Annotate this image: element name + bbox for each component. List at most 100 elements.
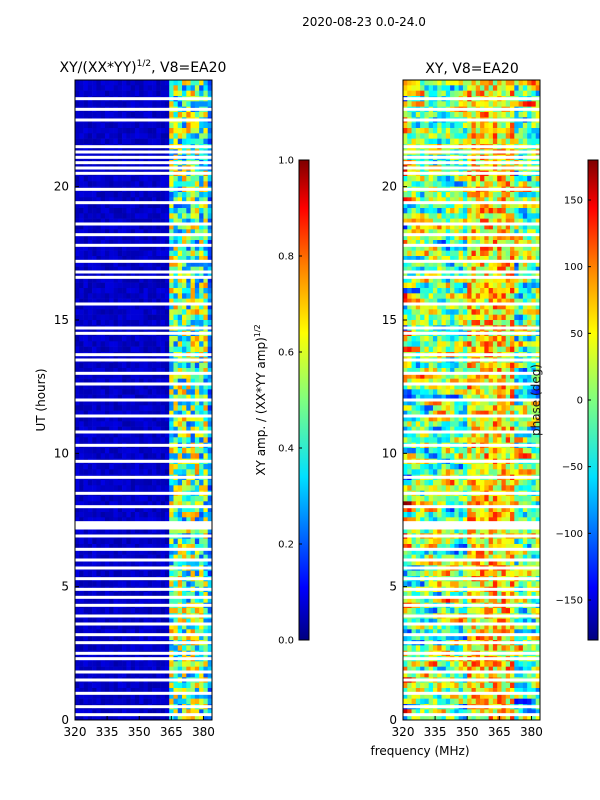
amp-heatmap-cell (164, 368, 170, 374)
phase-heatmap-cell (411, 250, 417, 257)
phase-heatmap-cell (403, 229, 408, 235)
amp-heatmap-cell (194, 544, 200, 550)
amp-heatmap-cell (143, 485, 149, 491)
amp-heatmap-cell (130, 672, 136, 678)
amp-heatmap-cell (177, 426, 183, 433)
amp-heatmap-cell (177, 538, 183, 545)
amp-heatmap-cell (109, 394, 114, 401)
phase-heatmap-cell (454, 101, 459, 107)
amp-heatmap-cell (207, 272, 213, 278)
amp-heatmap-cell (169, 618, 174, 625)
amp-heatmap-cell (160, 346, 166, 353)
amp-heatmap-cell (100, 506, 106, 513)
amp-heatmap-cell (169, 181, 174, 187)
phase-heatmap-cell (497, 138, 502, 145)
amp-heatmap-cell (164, 538, 170, 545)
amp-heatmap-cell (182, 512, 187, 518)
amp-heatmap-cell (156, 362, 161, 369)
phase-heatmap-cell (510, 101, 515, 107)
amp-heatmap-cell (143, 250, 149, 257)
amp-heatmap-cell (134, 229, 140, 235)
phase-heatmap-cell (428, 202, 434, 209)
amp-heatmap-cell (164, 592, 170, 598)
amp-heatmap-cell (75, 240, 80, 246)
phase-heatmap-cell (527, 202, 532, 209)
amp-heatmap-cell (130, 384, 136, 390)
amp-heatmap-cell (207, 192, 213, 198)
amp-heatmap-cell (156, 634, 161, 641)
amp-heatmap-cell (104, 373, 110, 379)
amp-heatmap-cell (130, 469, 136, 475)
amp-heatmap-cell (113, 629, 119, 635)
amp-heatmap-cell (160, 634, 166, 641)
amp-heatmap-cell (92, 384, 97, 390)
amp-heatmap-cell (79, 597, 84, 603)
amp-heatmap-cell (87, 714, 93, 721)
amp-heatmap-cell (203, 234, 209, 241)
amp-heatmap-cell (83, 581, 89, 587)
amp-heatmap-cell (194, 405, 200, 411)
amp-heatmap-cell (194, 693, 200, 699)
phase-heatmap-cell (501, 181, 507, 187)
amp-heatmap-cell (92, 261, 97, 267)
amp-heatmap-cell (156, 416, 161, 422)
phase-heatmap-cell (488, 128, 494, 134)
amp-heatmap-cell (177, 320, 183, 326)
amp-heatmap-cell (134, 496, 140, 502)
phase-heatmap-cell (411, 213, 417, 219)
amp-heatmap-cell (147, 176, 153, 182)
phase-heatmap-cell (527, 138, 532, 145)
phase-heatmap-cell (411, 245, 417, 251)
amp-heatmap-cell (164, 218, 170, 225)
amp-heatmap-cell (203, 384, 209, 390)
amp-heatmap-cell (104, 336, 110, 342)
amp-heatmap-cell (169, 277, 174, 283)
amp-heatmap-cell (92, 618, 97, 625)
amp-heatmap-cell (113, 709, 119, 715)
amp-heatmap-cell (199, 570, 204, 577)
phase-heatmap-cell (424, 218, 429, 225)
amp-heatmap-cell (160, 261, 166, 267)
phase-heatmap-cell (471, 90, 477, 97)
amp-heatmap-cell (182, 570, 187, 577)
amp-heatmap-cell (113, 384, 119, 390)
amp-heatmap-cell (79, 304, 84, 310)
amp-heatmap-cell (83, 485, 89, 491)
amp-gap-band (75, 713, 212, 717)
phase-heatmap-cell (403, 133, 408, 139)
phase-heatmap-cell (445, 138, 451, 145)
amp-heatmap-cell (194, 506, 200, 513)
amp-heatmap-cell (109, 240, 114, 246)
amp-heatmap-cell (147, 448, 153, 454)
amp-heatmap-cell (104, 277, 110, 283)
amp-heatmap-cell (122, 714, 127, 721)
amp-heatmap-cell (194, 261, 200, 267)
amp-heatmap-cell (203, 245, 209, 251)
amp-heatmap-cell (143, 176, 149, 182)
amp-heatmap-cell (156, 101, 161, 107)
amp-heatmap-cell (147, 272, 153, 278)
phase-heatmap-cell (411, 101, 417, 107)
amp-heatmap-cell (104, 464, 110, 470)
amp-heatmap-cell (100, 320, 106, 326)
amp-heatmap-cell (130, 410, 136, 417)
amp-heatmap-cell (87, 528, 93, 534)
amp-heatmap-cell (96, 597, 101, 603)
amp-heatmap-cell (109, 245, 114, 251)
amp-heatmap-cell (177, 400, 183, 406)
amp-heatmap-cell (92, 714, 97, 721)
phase-heatmap-cell (437, 192, 442, 198)
phase-heatmap-cell (514, 176, 519, 182)
phase-heatmap-cell (471, 218, 477, 225)
amp-heatmap-cell (156, 688, 161, 694)
amp-heatmap-cell (147, 384, 153, 390)
phase-heatmap-cell (501, 133, 507, 139)
amp-heatmap-cell (182, 464, 187, 470)
amp-heatmap-cell (75, 714, 80, 721)
amp-heatmap-cell (83, 682, 89, 689)
amp-heatmap-cell (160, 341, 166, 347)
amp-heatmap-cell (182, 485, 187, 491)
phase-heatmap-cell (510, 90, 515, 97)
amp-heatmap-cell (164, 437, 170, 443)
amp-heatmap-cell (83, 90, 89, 97)
